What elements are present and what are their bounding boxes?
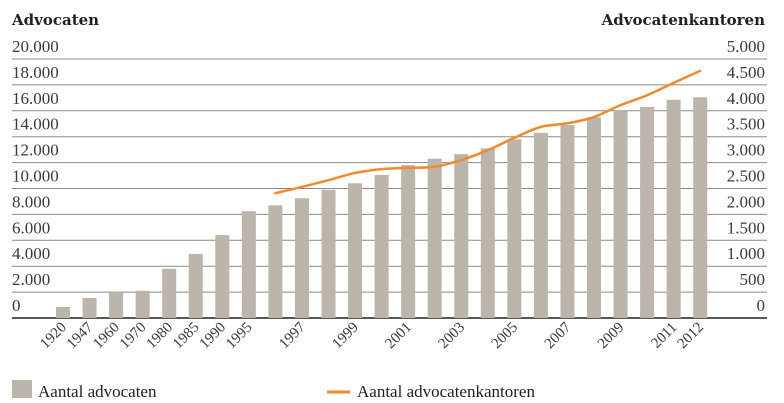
legend-line-label: Aantal advocatenkantoren — [357, 382, 535, 401]
left-tick-label: 6.000 — [12, 218, 50, 237]
bar-1998 — [321, 189, 336, 318]
bar-1985 — [188, 253, 203, 318]
bar-2004 — [480, 148, 495, 318]
bar-2012 — [693, 97, 708, 318]
right-tick-label: 1.000 — [727, 244, 765, 263]
left-tick-label: 10.000 — [12, 167, 59, 186]
bar-2005 — [507, 139, 522, 318]
left-axis-title: Advocaten — [11, 11, 99, 29]
x-tick-label: 1999 — [329, 320, 362, 353]
right-axis-title: Advocatenkantoren — [601, 11, 765, 29]
right-tick-label: 500 — [740, 270, 766, 289]
bar-2001 — [401, 165, 416, 318]
bar-2003 — [454, 154, 469, 318]
bar-2010 — [640, 106, 655, 318]
x-tick-label: 2001 — [382, 320, 415, 353]
bar-2000 — [374, 174, 389, 318]
bar-1990 — [215, 235, 230, 318]
bar-1980 — [162, 268, 177, 318]
bar-2006 — [533, 132, 548, 318]
x-tick-label: 1960 — [90, 320, 123, 353]
x-tick-label: 1980 — [144, 320, 177, 353]
right-tick-label: 3.000 — [727, 141, 765, 160]
x-tick-label: 1970 — [117, 320, 150, 353]
right-tick-label: 0 — [757, 296, 766, 315]
bar-1947 — [82, 297, 97, 318]
bar-2009 — [613, 110, 628, 318]
left-tick-label: 14.000 — [12, 115, 59, 134]
bar-1999 — [348, 183, 363, 318]
bar-2008 — [587, 117, 601, 319]
right-tick-label: 4.000 — [727, 89, 765, 108]
left-tick-label: 18.000 — [12, 63, 59, 82]
bar-1996 — [268, 205, 283, 318]
x-tick-label: 1990 — [197, 320, 230, 353]
left-tick-label: 0 — [12, 296, 21, 315]
line-advocatenkantoren — [274, 69, 702, 195]
right-tick-label: 2.000 — [727, 192, 765, 211]
x-tick-label: 2005 — [489, 320, 522, 353]
legend: Aantal advocaten Aantal advocatenkantore… — [12, 380, 535, 401]
legend-bar-swatch — [12, 380, 32, 398]
left-tick-label: 12.000 — [12, 141, 59, 160]
left-tick-label: 2.000 — [12, 270, 50, 289]
left-tick-label: 4.000 — [12, 244, 50, 263]
left-tick-label: 20.000 — [12, 37, 59, 56]
legend-bar-label: Aantal advocaten — [38, 382, 157, 401]
x-tick-label: 2007 — [542, 319, 575, 352]
x-tick-label: 1997 — [276, 319, 309, 352]
bar-1960 — [109, 292, 124, 318]
bar-1997 — [294, 198, 309, 318]
x-tick-label: 1995 — [223, 320, 256, 353]
bar-1970 — [135, 290, 150, 318]
bar-2007 — [560, 125, 575, 318]
right-tick-label: 3.500 — [727, 115, 765, 134]
x-tick-label: 2012 — [675, 320, 708, 353]
bar-1920 — [56, 306, 70, 318]
x-tick-label: 2009 — [595, 320, 628, 353]
left-tick-label: 16.000 — [12, 89, 59, 108]
bar-1995 — [241, 211, 256, 318]
x-tick-label: 1920 — [37, 320, 70, 353]
bar-2011 — [666, 99, 681, 318]
left-tick-label: 8.000 — [12, 192, 50, 211]
right-tick-label: 1.500 — [727, 218, 765, 237]
right-tick-label: 4.500 — [727, 63, 765, 82]
right-tick-label: 2.500 — [727, 167, 765, 186]
x-tick-label: 1985 — [170, 320, 203, 353]
x-tick-label: 2003 — [436, 320, 469, 353]
x-tick-label: 1947 — [64, 319, 97, 352]
right-tick-label: 5.000 — [727, 37, 765, 56]
x-tick-label: 2011 — [648, 320, 680, 352]
bar-2002 — [427, 158, 442, 318]
